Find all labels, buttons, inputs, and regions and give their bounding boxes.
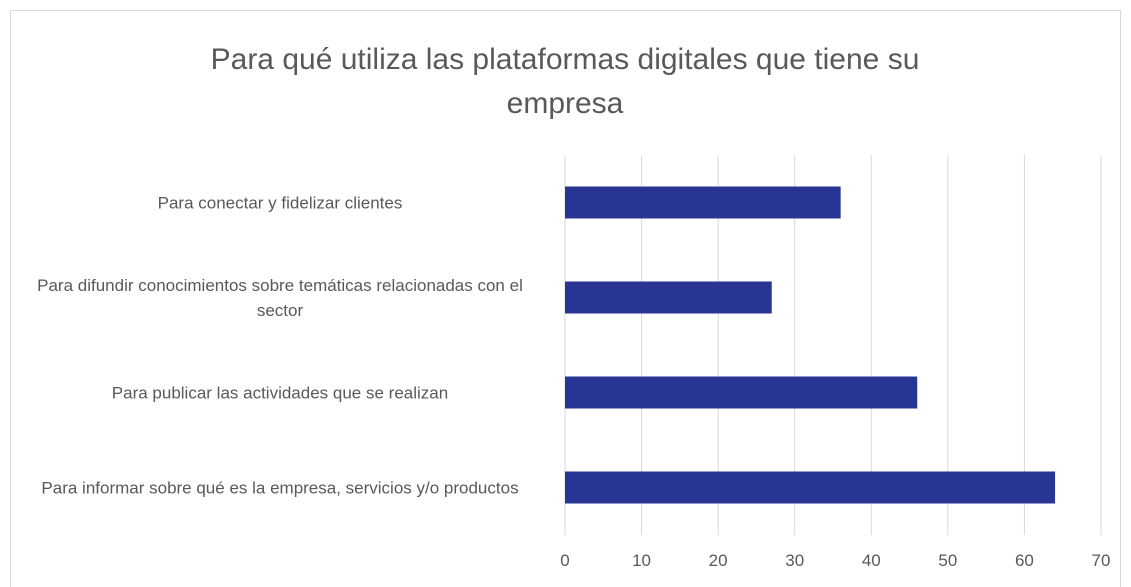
x-tick-label: 40 [861, 551, 881, 570]
y-tick-label: Para publicar las actividades que se rea… [111, 383, 449, 402]
x-tick-label: 60 [1014, 551, 1034, 570]
y-tick-label: Para difundir conocimientos sobre temáti… [37, 275, 523, 320]
bar [565, 376, 918, 409]
x-tick-label: 50 [938, 551, 958, 570]
x-tick-label: 70 [1091, 551, 1111, 570]
y-tick-label: Para informar sobre qué es la empresa, s… [41, 478, 519, 497]
x-tick-label: 0 [560, 551, 570, 570]
bar [565, 186, 841, 219]
y-tick-label: Para conectar y fidelizar clientes [157, 193, 403, 212]
bar [565, 471, 1056, 504]
x-tick-label: 20 [708, 551, 728, 570]
chart-border [10, 10, 1121, 587]
x-tick-label: 30 [785, 551, 805, 570]
x-tick-label: 10 [632, 551, 652, 570]
chart-title: Para qué utiliza las plataformas digital… [210, 43, 920, 120]
bar [565, 281, 772, 314]
